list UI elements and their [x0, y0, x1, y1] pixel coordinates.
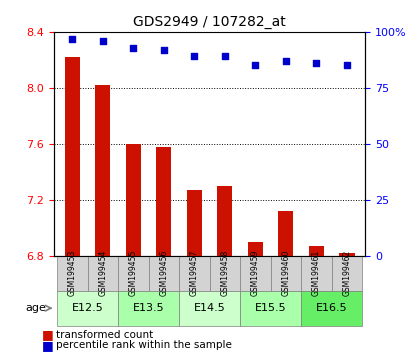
FancyBboxPatch shape [240, 256, 271, 291]
Text: GSM199456: GSM199456 [159, 250, 168, 296]
Bar [156, 147, 171, 256]
Text: GSM199462: GSM199462 [342, 250, 352, 296]
FancyBboxPatch shape [332, 256, 362, 291]
Point [283, 58, 289, 64]
Bar [95, 85, 110, 256]
Point [313, 61, 320, 66]
FancyBboxPatch shape [57, 256, 88, 291]
Bar [217, 186, 232, 256]
FancyBboxPatch shape [271, 256, 301, 291]
Text: GSM199454: GSM199454 [98, 250, 107, 296]
FancyBboxPatch shape [179, 256, 210, 291]
Text: E13.5: E13.5 [133, 303, 164, 313]
Text: transformed count: transformed count [56, 330, 153, 339]
Bar [309, 246, 324, 256]
FancyBboxPatch shape [210, 256, 240, 291]
Text: GSM199453: GSM199453 [68, 250, 77, 296]
Text: ■: ■ [42, 339, 53, 352]
Text: age: age [25, 303, 46, 313]
Text: E15.5: E15.5 [255, 303, 286, 313]
Text: GSM199458: GSM199458 [220, 250, 229, 296]
Point [69, 36, 76, 41]
Point [252, 63, 259, 68]
Bar [248, 242, 263, 256]
Bar [187, 190, 202, 256]
Title: GDS2949 / 107282_at: GDS2949 / 107282_at [133, 16, 286, 29]
Point [130, 45, 137, 50]
FancyBboxPatch shape [301, 256, 332, 291]
Point [161, 47, 167, 53]
FancyBboxPatch shape [118, 291, 179, 326]
FancyBboxPatch shape [240, 291, 301, 326]
Bar [65, 57, 80, 256]
FancyBboxPatch shape [88, 256, 118, 291]
FancyBboxPatch shape [57, 291, 118, 326]
FancyBboxPatch shape [118, 256, 149, 291]
Bar [339, 253, 354, 256]
Text: E14.5: E14.5 [194, 303, 225, 313]
Point [100, 38, 106, 44]
Text: E12.5: E12.5 [72, 303, 103, 313]
FancyBboxPatch shape [301, 291, 362, 326]
Text: ■: ■ [42, 328, 53, 341]
Text: GSM199461: GSM199461 [312, 250, 321, 296]
Text: E16.5: E16.5 [316, 303, 347, 313]
Bar [278, 211, 293, 256]
Point [222, 54, 228, 59]
Point [191, 54, 198, 59]
Bar [126, 144, 141, 256]
Point [344, 63, 350, 68]
Text: GSM199455: GSM199455 [129, 250, 138, 296]
FancyBboxPatch shape [179, 291, 240, 326]
Text: percentile rank within the sample: percentile rank within the sample [56, 340, 232, 350]
Text: GSM199457: GSM199457 [190, 250, 199, 296]
Text: GSM199459: GSM199459 [251, 250, 260, 296]
Text: GSM199460: GSM199460 [281, 250, 290, 296]
FancyBboxPatch shape [149, 256, 179, 291]
